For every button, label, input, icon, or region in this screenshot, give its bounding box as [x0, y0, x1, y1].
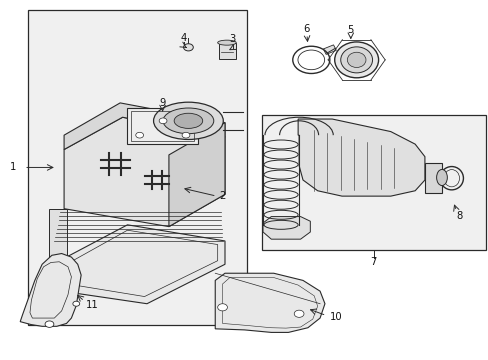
Text: 4: 4 [180, 33, 186, 43]
Circle shape [294, 310, 304, 318]
Bar [127, 108, 198, 144]
Ellipse shape [163, 108, 213, 134]
Polygon shape [64, 117, 224, 226]
Circle shape [73, 301, 80, 306]
Polygon shape [215, 273, 325, 332]
Circle shape [45, 321, 54, 327]
Ellipse shape [174, 113, 202, 129]
Polygon shape [323, 45, 336, 54]
Ellipse shape [436, 170, 447, 185]
Polygon shape [218, 42, 235, 59]
Ellipse shape [217, 40, 236, 45]
Polygon shape [424, 163, 441, 193]
Polygon shape [20, 253, 81, 326]
Polygon shape [168, 123, 224, 226]
Circle shape [159, 118, 166, 124]
Ellipse shape [153, 102, 223, 139]
Bar [131, 111, 193, 141]
Circle shape [183, 44, 193, 51]
Text: 7: 7 [370, 257, 376, 267]
Polygon shape [49, 225, 224, 304]
Text: 1: 1 [10, 162, 17, 172]
Polygon shape [263, 217, 310, 239]
Text: 8: 8 [455, 211, 461, 221]
Text: 9: 9 [159, 98, 165, 108]
Ellipse shape [340, 47, 372, 73]
Circle shape [182, 132, 189, 138]
Ellipse shape [346, 52, 365, 67]
Circle shape [217, 304, 227, 311]
Text: 10: 10 [329, 312, 342, 322]
Bar [261, 116, 485, 250]
Circle shape [136, 132, 143, 138]
Text: 6: 6 [303, 24, 309, 35]
Polygon shape [64, 103, 224, 149]
Text: 2: 2 [219, 191, 225, 201]
Text: 11: 11 [85, 300, 98, 310]
Text: 5: 5 [347, 25, 353, 35]
Polygon shape [298, 119, 424, 196]
Polygon shape [49, 209, 66, 259]
Text: 3: 3 [229, 34, 235, 44]
Bar [27, 10, 246, 325]
Ellipse shape [334, 42, 378, 78]
